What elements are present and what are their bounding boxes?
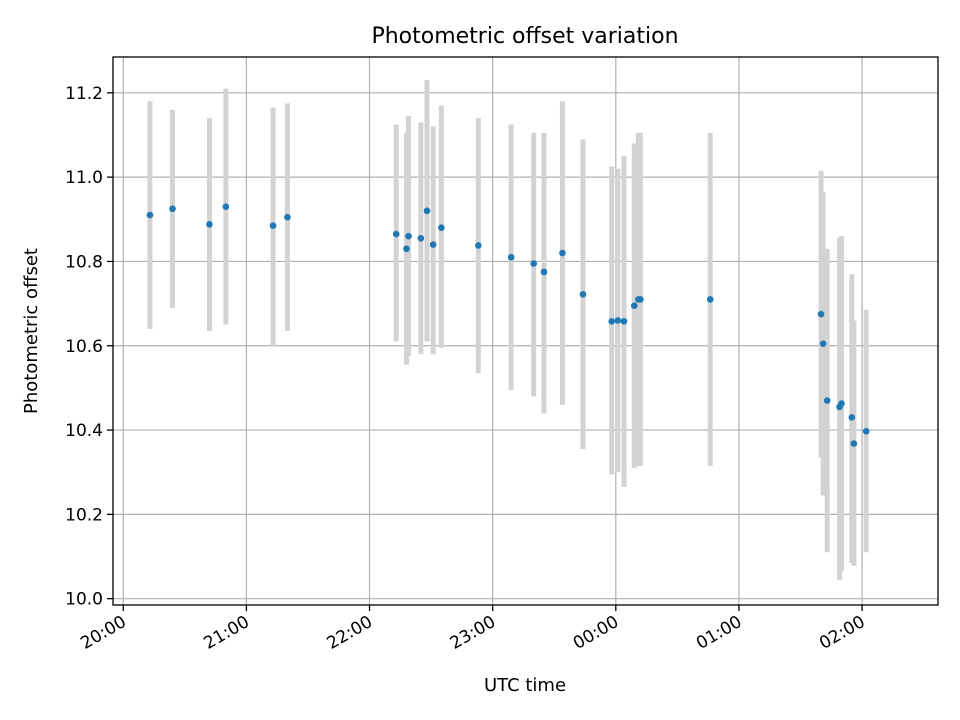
data-point (579, 291, 587, 298)
data-point (614, 317, 622, 324)
data-point (850, 440, 858, 447)
data-point (540, 268, 548, 276)
grid (113, 57, 938, 605)
data-point (169, 205, 176, 213)
data-point (817, 310, 825, 318)
data-point (429, 241, 437, 248)
data-point (423, 207, 431, 215)
y-tick-label: 10.6 (65, 337, 103, 357)
y-tick-label: 11.0 (65, 168, 103, 188)
y-tick-label: 10.4 (65, 421, 103, 441)
data-point (838, 400, 845, 407)
data-point (392, 230, 400, 238)
data-point (405, 232, 412, 240)
x-axis-label: UTC time (484, 675, 566, 696)
data-point (269, 222, 277, 229)
y-axis-ticks: 10.0 10.2 10.4 10.6 10.8 11.0 11.2 (65, 84, 113, 610)
plot-area-frame (112, 56, 939, 606)
data-point (206, 221, 213, 228)
data-point (284, 213, 291, 221)
y-tick-label: 10.8 (65, 252, 103, 272)
data-point (417, 234, 425, 242)
data-point (438, 224, 445, 232)
y-tick-label: 11.2 (65, 84, 103, 104)
data-point (823, 397, 831, 404)
data-point (608, 318, 615, 325)
data-point (637, 296, 644, 303)
data-point (222, 203, 230, 210)
data-point (630, 302, 638, 310)
data-point (862, 428, 870, 435)
data-point (620, 318, 628, 325)
y-axis-label: Photometric offset (21, 248, 42, 414)
data-point (848, 414, 856, 421)
data-point (819, 340, 827, 347)
data-point (403, 245, 410, 253)
data-point (474, 242, 482, 249)
data-point (507, 253, 515, 261)
y-tick-label: 10.0 (65, 590, 103, 610)
y-tick-label: 10.2 (65, 505, 103, 525)
chart-title: Photometric offset variation (371, 24, 678, 49)
data-point (530, 260, 538, 267)
data-point (559, 249, 566, 257)
data-points (146, 203, 870, 447)
data-point (706, 296, 714, 303)
data-point (146, 211, 154, 219)
